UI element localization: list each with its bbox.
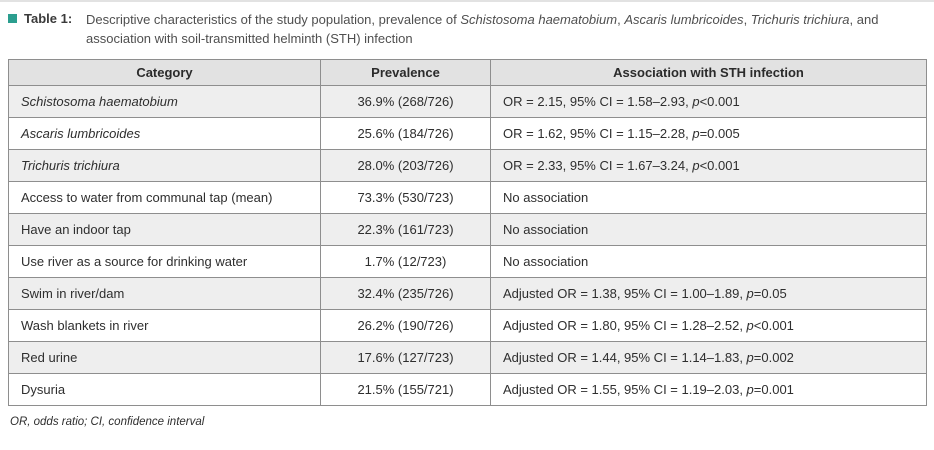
association-cell: Adjusted OR = 1.80, 95% CI = 1.28–2.52, … bbox=[490, 308, 927, 342]
association-cell: OR = 2.33, 95% CI = 1.67–3.24, p<0.001 bbox=[490, 148, 927, 182]
footnote: OR, odds ratio; CI, confidence interval bbox=[10, 415, 205, 428]
prevalence-cell: 73.3% (530/723) bbox=[320, 180, 491, 214]
table-row: Trichuris trichiura 28.0% (203/726) OR =… bbox=[8, 148, 927, 182]
prevalence-cell: 28.0% (203/726) bbox=[320, 148, 491, 182]
category-cell: Red urine bbox=[8, 340, 321, 374]
prevalence-cell: 36.9% (268/726) bbox=[320, 84, 491, 118]
association-cell: No association bbox=[490, 180, 927, 214]
association-cell: Adjusted OR = 1.44, 95% CI = 1.14–1.83, … bbox=[490, 340, 927, 374]
col-header-category: Category bbox=[8, 58, 321, 86]
category-cell: Use river as a source for drinking water bbox=[8, 244, 321, 278]
prevalence-cell: 21.5% (155/721) bbox=[320, 372, 491, 406]
prevalence-cell: 26.2% (190/726) bbox=[320, 308, 491, 342]
association-cell: Adjusted OR = 1.38, 95% CI = 1.00–1.89, … bbox=[490, 276, 927, 310]
prevalence-cell: 22.3% (161/723) bbox=[320, 212, 491, 246]
association-cell: OR = 2.15, 95% CI = 1.58–2.93, p<0.001 bbox=[490, 84, 927, 118]
table-row: Swim in river/dam 32.4% (235/726) Adjust… bbox=[8, 276, 927, 310]
table-row: Wash blankets in river 26.2% (190/726) A… bbox=[8, 308, 927, 342]
association-cell: No association bbox=[490, 212, 927, 246]
category-cell: Wash blankets in river bbox=[8, 308, 321, 342]
category-cell: Access to water from communal tap (mean) bbox=[8, 180, 321, 214]
data-table: Category Prevalence Association with STH… bbox=[8, 58, 927, 406]
category-cell: Swim in river/dam bbox=[8, 276, 321, 310]
table-label: Table 1: bbox=[24, 11, 73, 26]
table-row: Access to water from communal tap (mean)… bbox=[8, 180, 927, 214]
prevalence-cell: 1.7% (12/723) bbox=[320, 244, 491, 278]
category-cell: Schistosoma haematobium bbox=[8, 84, 321, 118]
table-row: Have an indoor tap 22.3% (161/723) No as… bbox=[8, 212, 927, 246]
header-row: Category Prevalence Association with STH… bbox=[8, 58, 927, 86]
table-label-wrap: Table 1: bbox=[8, 11, 80, 26]
category-cell: Have an indoor tap bbox=[8, 212, 321, 246]
category-cell: Ascaris lumbricoides bbox=[8, 116, 321, 150]
table-row: Schistosoma haematobium 36.9% (268/726) … bbox=[8, 84, 927, 118]
accent-square-icon bbox=[8, 14, 17, 23]
association-cell: OR = 1.62, 95% CI = 1.15–2.28, p=0.005 bbox=[490, 116, 927, 150]
table-row: Red urine 17.6% (127/723) Adjusted OR = … bbox=[8, 340, 927, 374]
col-header-prevalence: Prevalence bbox=[320, 58, 491, 86]
table-row: Dysuria 21.5% (155/721) Adjusted OR = 1.… bbox=[8, 372, 927, 406]
association-cell: No association bbox=[490, 244, 927, 278]
category-cell: Dysuria bbox=[8, 372, 321, 406]
table-title: Descriptive characteristics of the study… bbox=[86, 12, 879, 46]
table-caption: Table 1: Descriptive characteristics of … bbox=[8, 9, 926, 59]
table-row: Use river as a source for drinking water… bbox=[8, 244, 927, 278]
col-header-association: Association with STH infection bbox=[490, 58, 927, 86]
table-row: Ascaris lumbricoides 25.6% (184/726) OR … bbox=[8, 116, 927, 150]
prevalence-cell: 32.4% (235/726) bbox=[320, 276, 491, 310]
association-cell: Adjusted OR = 1.55, 95% CI = 1.19–2.03, … bbox=[490, 372, 927, 406]
category-cell: Trichuris trichiura bbox=[8, 148, 321, 182]
prevalence-cell: 25.6% (184/726) bbox=[320, 116, 491, 150]
prevalence-cell: 17.6% (127/723) bbox=[320, 340, 491, 374]
